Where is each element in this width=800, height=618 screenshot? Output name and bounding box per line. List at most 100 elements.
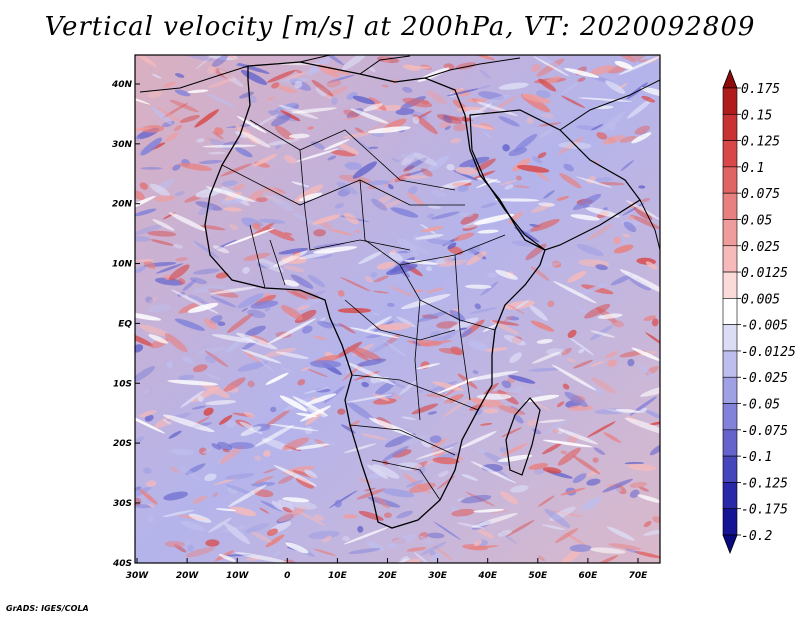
velocity-cell [211,443,222,450]
velocity-cell [275,144,282,149]
colorbar-label: -0.05 [741,398,780,413]
velocity-cell [576,243,604,257]
velocity-cell [315,86,332,99]
velocity-cell [431,190,447,198]
velocity-cell [633,206,653,221]
velocity-cell [504,184,514,190]
velocity-cell [141,125,165,133]
velocity-cell [528,367,561,372]
velocity-cell [294,80,303,89]
velocity-cell [265,227,295,241]
velocity-cell [263,450,271,458]
velocity-cell-white [631,132,652,144]
velocity-cell [316,63,340,78]
velocity-cell [449,309,466,322]
velocity-cell [492,400,502,405]
velocity-cell [219,445,244,464]
velocity-cell [266,528,279,536]
velocity-cell [503,315,514,322]
velocity-cell [180,520,206,532]
colorbar-segment [722,298,738,325]
colorbar-segment [722,140,738,168]
velocity-cell [619,55,648,63]
velocity-cell [540,262,561,267]
velocity-cell [556,196,569,201]
velocity-cell [576,125,598,131]
velocity-cell [230,506,257,517]
velocity-cell [187,544,194,552]
velocity-cell [343,514,358,519]
colorbar-label: -0.1 [741,450,772,465]
velocity-cell [432,457,460,465]
lon-tick-label: 60E [579,571,599,581]
velocity-cell [337,408,346,415]
velocity-cell [283,265,305,273]
velocity-cell [634,125,650,135]
velocity-cell [307,530,340,540]
velocity-cell [295,477,314,489]
velocity-cell [237,293,264,309]
velocity-cell [174,89,191,97]
velocity-cell [135,486,142,491]
velocity-cell [605,80,626,94]
velocity-cell [542,442,563,455]
velocity-cell [172,244,184,249]
velocity-cell [382,445,409,462]
velocity-cell-white [363,103,383,112]
velocity-cell [427,205,442,209]
velocity-cell [427,238,454,245]
velocity-cell-white [209,286,257,295]
velocity-cell [224,522,250,545]
velocity-cell [204,318,218,330]
velocity-cell [337,142,359,155]
velocity-cell [135,266,146,273]
velocity-cell [205,539,220,547]
velocity-cell [150,106,173,125]
velocity-cell [344,212,359,225]
colorbar-label: 0.0125 [741,266,788,281]
velocity-cell [178,374,195,381]
velocity-cell [510,485,529,493]
velocity-cell [148,296,158,303]
velocity-cell [605,350,619,359]
velocity-cell [316,320,333,329]
velocity-cell [638,185,646,189]
colorbar-label: -0.175 [741,503,788,518]
velocity-cell [628,276,652,291]
velocity-cell [145,480,157,487]
velocity-cell [427,411,437,415]
velocity-cell [341,55,368,71]
velocity-cell [164,540,186,548]
velocity-cell [271,500,284,511]
velocity-cell [244,325,266,337]
velocity-cell [530,266,550,281]
velocity-cell [557,447,581,466]
velocity-cell [459,327,467,330]
velocity-cell [560,450,567,455]
colorbar-segment [722,482,738,510]
velocity-cell-white [615,408,641,413]
lon-tick-label: 50E [528,571,548,581]
velocity-cell [309,360,342,368]
velocity-cell [467,397,493,408]
velocity-cell-white [551,364,597,391]
velocity-cell [408,482,436,493]
velocity-cell [247,380,255,388]
velocity-cell [622,233,631,238]
velocity-cell [217,321,226,327]
velocity-cell [228,442,255,450]
velocity-cell-white [255,424,294,447]
velocity-cell [483,131,493,139]
velocity-cell [480,281,499,296]
velocity-cell [474,303,481,310]
velocity-cell [589,65,615,76]
velocity-cell [255,197,268,203]
velocity-cell [512,158,531,172]
velocity-cell [498,116,520,127]
velocity-cell-white [162,414,215,433]
velocity-cell [503,334,526,346]
velocity-cell [143,467,152,475]
velocity-cell-white [289,133,310,139]
velocity-cell [432,544,454,561]
velocity-cell [438,347,463,355]
